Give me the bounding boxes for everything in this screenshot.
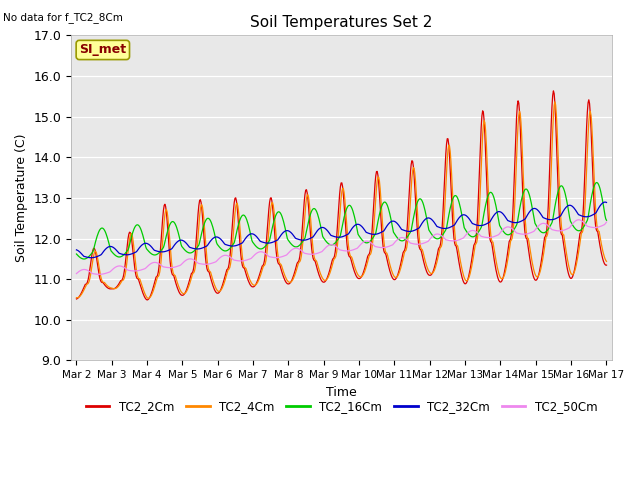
TC2_32Cm: [72, 247, 80, 253]
TC2_4Cm: [82, 283, 90, 288]
Legend: TC2_2Cm, TC2_4Cm, TC2_16Cm, TC2_32Cm, TC2_50Cm: TC2_2Cm, TC2_4Cm, TC2_16Cm, TC2_32Cm, TC…: [81, 396, 602, 418]
TC2_50Cm: [191, 258, 199, 264]
TC2_50Cm: [220, 253, 227, 259]
TC2_50Cm: [422, 240, 429, 245]
TC2_4Cm: [406, 197, 414, 203]
Line: TC2_2Cm: TC2_2Cm: [76, 91, 607, 300]
TC2_32Cm: [191, 246, 199, 252]
TC2_50Cm: [72, 271, 80, 276]
Line: TC2_32Cm: TC2_32Cm: [76, 202, 607, 258]
TC2_2Cm: [603, 262, 611, 268]
TC2_16Cm: [191, 247, 199, 253]
TC2_32Cm: [406, 228, 414, 234]
TC2_2Cm: [406, 170, 414, 176]
TC2_4Cm: [422, 261, 429, 266]
Text: SI_met: SI_met: [79, 44, 126, 57]
TC2_32Cm: [220, 239, 227, 245]
TC2_2Cm: [191, 252, 199, 258]
TC2_4Cm: [551, 99, 559, 105]
X-axis label: Time: Time: [326, 386, 357, 399]
TC2_4Cm: [220, 283, 227, 289]
TC2_4Cm: [72, 295, 80, 300]
TC2_16Cm: [83, 255, 91, 261]
TC2_32Cm: [82, 254, 90, 260]
TC2_50Cm: [82, 267, 90, 273]
TC2_4Cm: [145, 295, 152, 301]
Title: Soil Temperatures Set 2: Soil Temperatures Set 2: [250, 15, 433, 30]
TC2_2Cm: [72, 296, 80, 302]
Y-axis label: Soil Temperature (C): Soil Temperature (C): [15, 133, 28, 262]
TC2_16Cm: [220, 248, 227, 253]
Line: TC2_4Cm: TC2_4Cm: [76, 102, 607, 298]
Text: No data for f_TC2_8Cm: No data for f_TC2_8Cm: [3, 12, 123, 23]
Line: TC2_16Cm: TC2_16Cm: [76, 182, 607, 259]
TC2_50Cm: [603, 219, 611, 225]
TC2_2Cm: [422, 267, 429, 273]
TC2_16Cm: [422, 212, 429, 217]
TC2_16Cm: [593, 180, 601, 185]
TC2_32Cm: [603, 200, 611, 205]
TC2_2Cm: [137, 283, 145, 289]
TC2_4Cm: [191, 265, 199, 271]
TC2_16Cm: [80, 256, 88, 262]
TC2_2Cm: [143, 297, 151, 303]
TC2_32Cm: [422, 216, 429, 222]
TC2_4Cm: [137, 278, 145, 284]
TC2_2Cm: [550, 88, 557, 94]
TC2_16Cm: [138, 228, 145, 233]
TC2_4Cm: [603, 259, 611, 264]
TC2_2Cm: [82, 281, 90, 287]
TC2_50Cm: [575, 217, 582, 223]
TC2_32Cm: [138, 243, 145, 249]
Line: TC2_50Cm: TC2_50Cm: [76, 220, 607, 274]
TC2_32Cm: [601, 199, 609, 205]
TC2_50Cm: [95, 271, 103, 277]
TC2_2Cm: [220, 280, 227, 286]
TC2_50Cm: [138, 267, 145, 273]
TC2_32Cm: [87, 255, 95, 261]
TC2_16Cm: [603, 217, 611, 223]
TC2_16Cm: [406, 229, 414, 235]
TC2_50Cm: [406, 240, 414, 246]
TC2_16Cm: [72, 251, 80, 257]
